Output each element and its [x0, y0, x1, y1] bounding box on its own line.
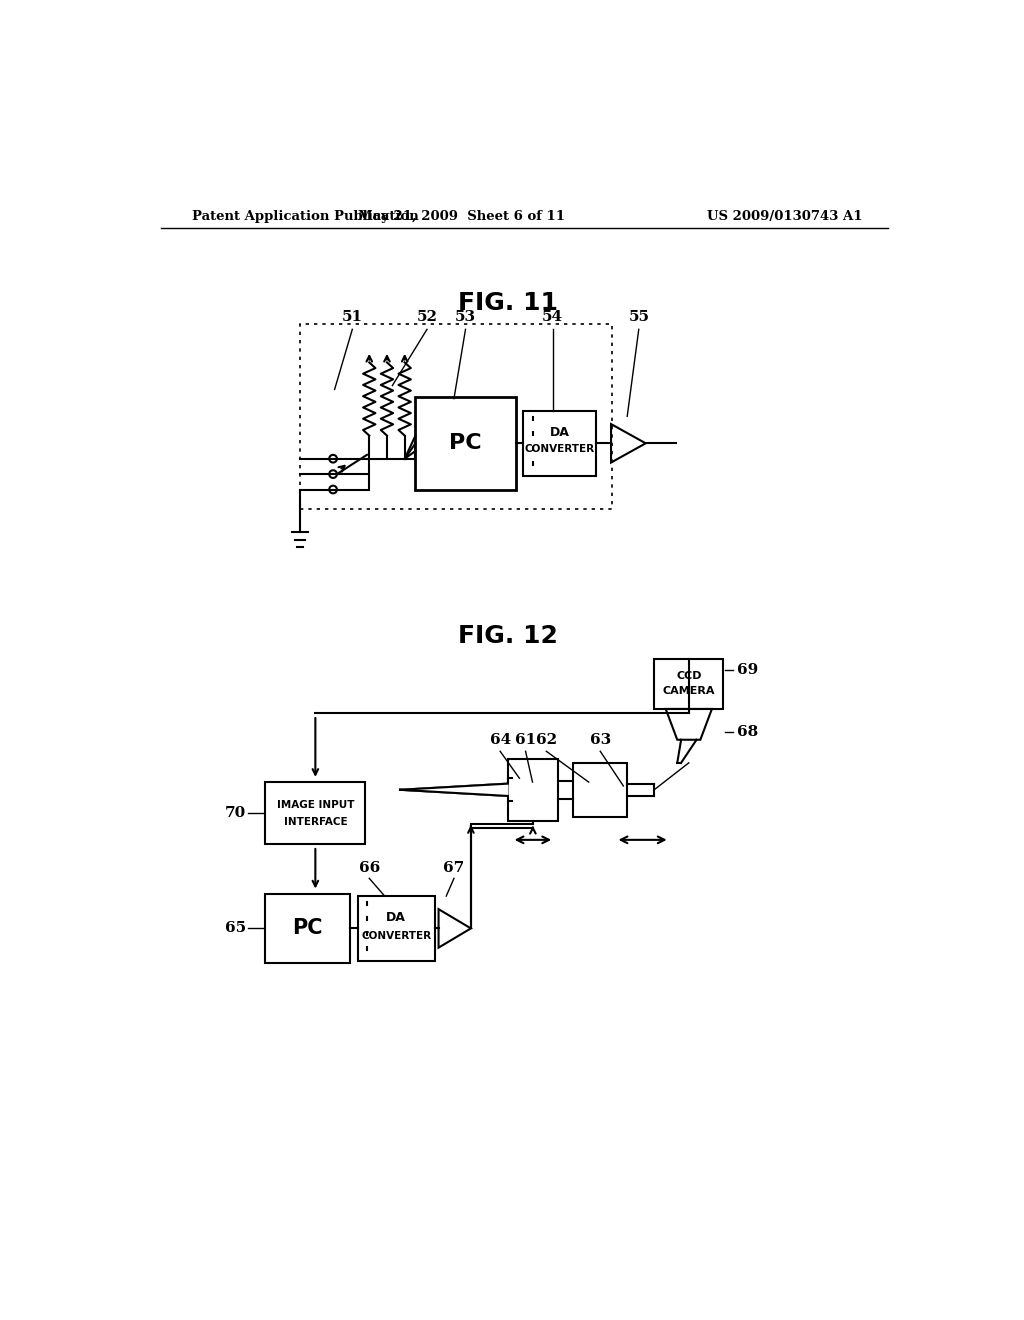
Polygon shape — [400, 784, 508, 796]
Text: US 2009/0130743 A1: US 2009/0130743 A1 — [707, 210, 862, 223]
Bar — [265, 894, 350, 964]
Text: 62: 62 — [536, 734, 557, 747]
Text: 64: 64 — [489, 734, 511, 747]
Text: 70: 70 — [225, 807, 246, 820]
Text: 55: 55 — [629, 310, 649, 323]
Text: INTERFACE: INTERFACE — [284, 817, 347, 828]
Text: 52: 52 — [417, 310, 437, 323]
Text: 69: 69 — [737, 664, 759, 677]
Text: PC: PC — [450, 433, 482, 453]
Bar — [265, 781, 366, 843]
Text: PC: PC — [293, 919, 323, 939]
Text: DA: DA — [386, 911, 407, 924]
Text: IMAGE INPUT: IMAGE INPUT — [276, 800, 354, 810]
Text: CONVERTER: CONVERTER — [524, 445, 595, 454]
Text: FIG. 12: FIG. 12 — [458, 624, 558, 648]
Bar — [357, 896, 435, 961]
Text: May 21, 2009  Sheet 6 of 11: May 21, 2009 Sheet 6 of 11 — [358, 210, 565, 223]
Bar — [523, 411, 596, 475]
Bar — [416, 397, 515, 490]
Text: DA: DA — [550, 426, 569, 440]
Bar — [573, 763, 628, 817]
Text: CCD: CCD — [676, 671, 701, 681]
Text: FIG. 11: FIG. 11 — [458, 292, 558, 315]
Text: CONVERTER: CONVERTER — [361, 931, 431, 941]
Text: 68: 68 — [737, 725, 759, 739]
Text: Patent Application Publication: Patent Application Publication — [193, 210, 419, 223]
Bar — [300, 323, 611, 508]
Text: 65: 65 — [225, 921, 246, 936]
Bar — [508, 759, 558, 821]
Text: 63: 63 — [590, 734, 611, 747]
Bar — [654, 659, 724, 709]
Text: CAMERA: CAMERA — [663, 686, 715, 696]
Text: 67: 67 — [443, 861, 465, 875]
Text: 54: 54 — [542, 310, 563, 323]
Text: 53: 53 — [455, 310, 476, 323]
Text: 51: 51 — [342, 310, 362, 323]
Text: 61: 61 — [515, 734, 537, 747]
Text: 66: 66 — [358, 861, 380, 875]
